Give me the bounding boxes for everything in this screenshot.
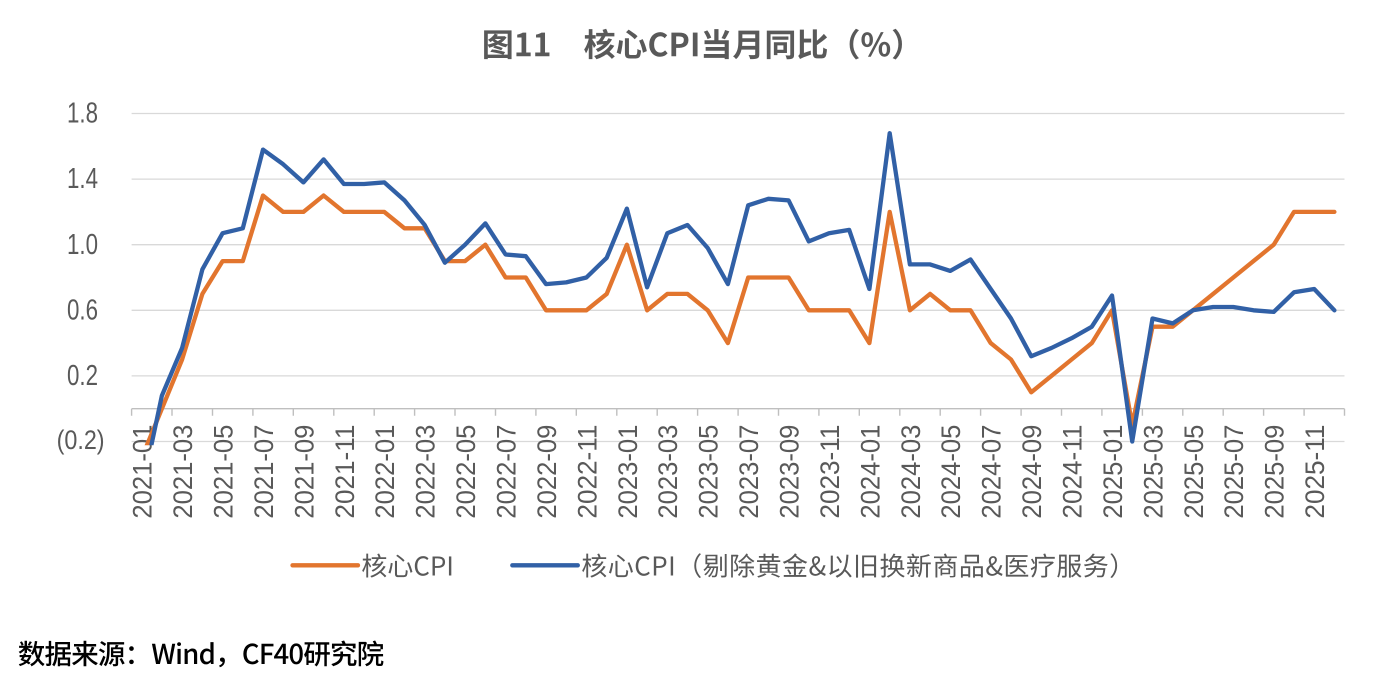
svg-text:2023-11: 2023-11 [815,425,845,519]
svg-text:2021-07: 2021-07 [249,425,279,519]
svg-text:2024-07: 2024-07 [977,425,1007,519]
svg-text:2025-07: 2025-07 [1219,425,1249,519]
svg-text:2022-07: 2022-07 [492,425,522,519]
svg-text:2024-03: 2024-03 [896,425,926,519]
svg-text:2022-03: 2022-03 [411,425,441,519]
svg-text:2024-01: 2024-01 [855,425,885,519]
svg-text:1.4: 1.4 [67,163,98,195]
svg-text:2024-09: 2024-09 [1017,425,1047,519]
svg-text:2023-07: 2023-07 [734,425,764,519]
svg-text:2023-03: 2023-03 [653,425,683,519]
svg-text:2023-05: 2023-05 [694,425,724,519]
svg-text:2025-03: 2025-03 [1138,425,1168,519]
svg-text:2023-01: 2023-01 [613,425,643,519]
svg-text:2021-09: 2021-09 [289,425,319,519]
svg-text:2021-11: 2021-11 [330,425,360,519]
svg-text:2024-11: 2024-11 [1058,425,1088,519]
svg-text:2022-01: 2022-01 [370,425,400,519]
svg-text:1.8: 1.8 [67,98,98,130]
svg-text:2024-05: 2024-05 [936,425,966,519]
svg-text:2025-11: 2025-11 [1300,425,1330,519]
svg-text:2023-09: 2023-09 [775,425,805,519]
svg-text:2022-09: 2022-09 [532,425,562,519]
svg-text:2025-09: 2025-09 [1260,425,1290,519]
svg-text:2021-03: 2021-03 [168,425,198,519]
svg-text:0.2: 0.2 [67,360,98,392]
svg-text:2025-01: 2025-01 [1098,425,1128,519]
svg-text:2022-11: 2022-11 [572,425,602,519]
svg-text:(0.2): (0.2) [57,425,105,455]
svg-text:2025-05: 2025-05 [1179,425,1209,519]
svg-text:1.0: 1.0 [67,229,98,261]
svg-text:2021-05: 2021-05 [209,425,239,519]
svg-text:2022-05: 2022-05 [451,425,481,519]
svg-text:0.6: 0.6 [67,294,98,326]
